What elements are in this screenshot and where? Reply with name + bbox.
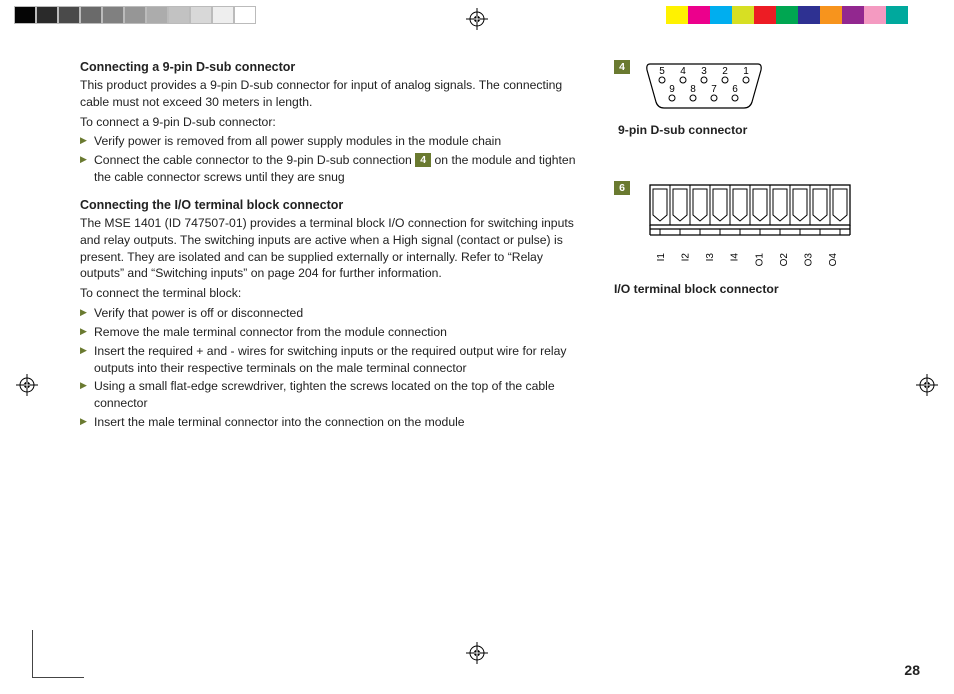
bullet-item: Verify that power is off or disconnected [80,305,590,322]
bullet-item: Remove the male terminal connector from … [80,324,590,341]
bullet-list: Verify that power is off or disconnected… [80,305,590,431]
paragraph: To connect a 9-pin D-sub connector: [80,114,590,131]
svg-text:I1: I1 [656,253,667,262]
inline-badge: 4 [415,153,431,167]
svg-text:O3: O3 [803,253,814,267]
svg-text:O4: O4 [828,253,839,267]
svg-text:7: 7 [711,84,717,95]
svg-text:9: 9 [669,84,675,95]
text-column: Connecting a 9-pin D-sub connector This p… [80,60,590,443]
dsub-diagram: 5 4 3 2 1 9 8 7 6 [644,60,764,112]
figure-badge: 6 [614,181,630,195]
registration-mark-top [466,8,488,30]
page-number: 28 [904,662,920,678]
svg-text:8: 8 [690,84,696,95]
paragraph: This product provides a 9-pin D-sub conn… [80,77,590,111]
bullet-list: Verify power is removed from all power s… [80,133,590,185]
colorbar-gray [14,6,256,24]
svg-text:2: 2 [722,66,728,77]
svg-text:I2: I2 [681,253,692,262]
registration-mark-left [16,374,38,396]
figure-caption: I/O terminal block connector [614,282,926,296]
svg-text:1: 1 [743,66,749,77]
paragraph: To connect the terminal block: [80,285,590,302]
figure-caption: 9-pin D-sub connector [614,123,926,137]
svg-text:5: 5 [659,66,665,77]
page-content: Connecting a 9-pin D-sub connector This p… [80,60,926,654]
svg-text:O1: O1 [754,253,765,267]
figure-dsub: 4 5 4 3 2 1 9 8 7 6 9-pin D-sub connector [614,60,926,137]
figure-badge: 4 [614,60,630,74]
terminal-diagram: I1 I2 I3 I4 O1 O2 O3 O4 [644,181,864,271]
section-heading: Connecting a 9-pin D-sub connector [80,60,590,74]
bullet-item: Insert the male terminal connector into … [80,414,590,431]
svg-text:4: 4 [680,66,686,77]
figure-terminal: 6 I1 I2 I3 I4 O1 O2 O3 O4 I/O terminal block co… [614,181,926,296]
paragraph: The MSE 1401 (ID 747507-01) provides a t… [80,215,590,282]
colorbar-color [644,6,930,24]
figure-column: 4 5 4 3 2 1 9 8 7 6 9-pin D-sub connector 6 I1 I2… [614,60,926,443]
svg-text:3: 3 [701,66,707,77]
section-heading: Connecting the I/O terminal block connec… [80,198,590,212]
bullet-item: Using a small flat-edge screwdriver, tig… [80,378,590,412]
bullet-item: Insert the required + and - wires for sw… [80,343,590,377]
svg-text:I3: I3 [705,253,716,262]
svg-text:I4: I4 [730,253,741,262]
bullet-item: Verify power is removed from all power s… [80,133,590,150]
bullet-item: Connect the cable connector to the 9-pin… [80,152,590,186]
svg-text:O2: O2 [779,253,790,267]
crop-mark [32,630,84,678]
svg-text:6: 6 [732,84,738,95]
